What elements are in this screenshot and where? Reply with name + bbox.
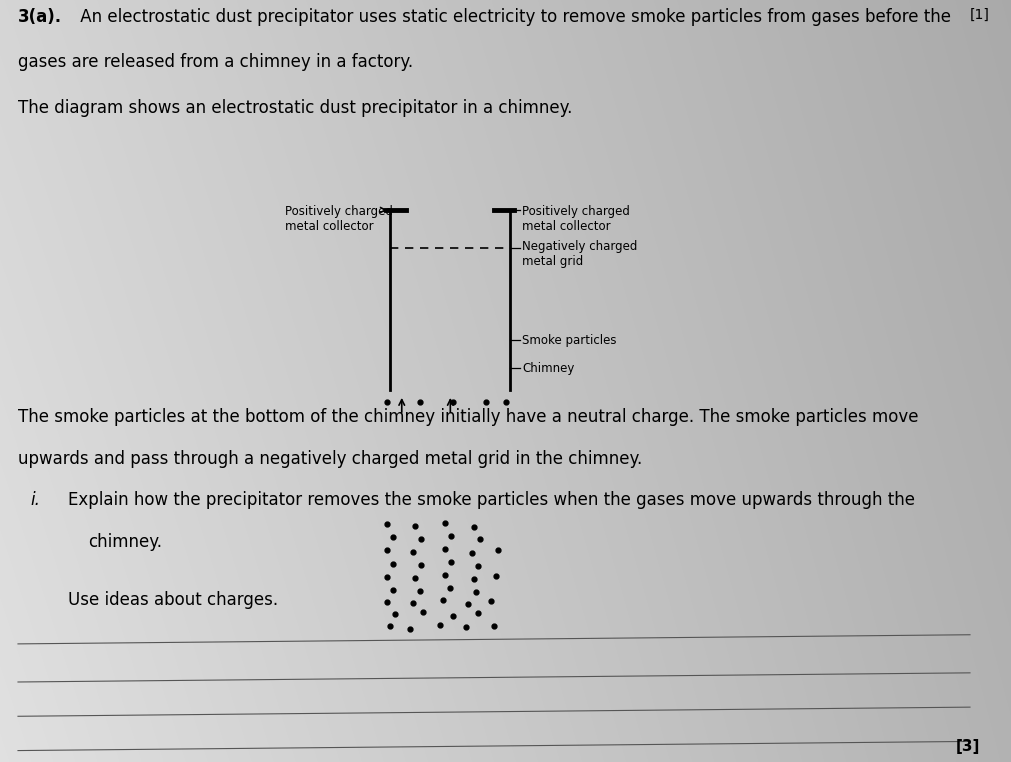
Text: Chimney: Chimney [522, 362, 574, 375]
Text: Positively charged
metal collector: Positively charged metal collector [522, 205, 629, 233]
Text: upwards and pass through a negatively charged metal grid in the chimney.: upwards and pass through a negatively ch… [18, 450, 642, 468]
Text: [3]: [3] [954, 739, 979, 754]
Text: Use ideas about charges.: Use ideas about charges. [68, 591, 278, 609]
Text: Positively charged
metal collector: Positively charged metal collector [285, 205, 392, 233]
Text: gases are released from a chimney in a factory.: gases are released from a chimney in a f… [18, 53, 412, 72]
Text: The diagram shows an electrostatic dust precipitator in a chimney.: The diagram shows an electrostatic dust … [18, 99, 572, 117]
Text: Explain how the precipitator removes the smoke particles when the gases move upw: Explain how the precipitator removes the… [68, 491, 914, 510]
Text: The smoke particles at the bottom of the chimney initially have a neutral charge: The smoke particles at the bottom of the… [18, 408, 918, 426]
Text: Smoke particles: Smoke particles [522, 334, 616, 347]
Text: 3(a).: 3(a). [18, 8, 62, 26]
Text: [1]: [1] [970, 8, 989, 21]
Text: i.: i. [30, 491, 39, 510]
Text: An electrostatic dust precipitator uses static electricity to remove smoke parti: An electrostatic dust precipitator uses … [75, 8, 950, 26]
Text: Negatively charged
metal grid: Negatively charged metal grid [522, 240, 637, 268]
Text: chimney.: chimney. [88, 533, 162, 552]
